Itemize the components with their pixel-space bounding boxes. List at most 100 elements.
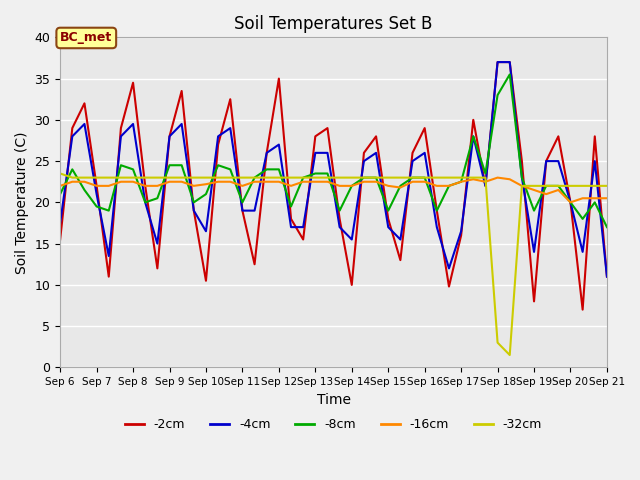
-32cm [518,183,525,189]
-2cm [372,133,380,139]
-8cm [554,183,562,189]
-4cm [397,237,404,242]
-32cm [214,175,222,180]
-16cm [202,181,210,187]
-32cm [493,340,501,346]
-4cm [178,121,186,127]
-4cm [324,150,332,156]
-4cm [433,224,441,230]
-2cm [469,117,477,123]
-32cm [360,175,368,180]
-16cm [360,179,368,185]
-2cm [324,125,332,131]
-16cm [300,179,307,185]
-4cm [542,158,550,164]
-8cm [421,175,429,180]
-32cm [141,175,149,180]
-32cm [312,175,319,180]
-4cm [591,158,598,164]
-2cm [178,88,186,94]
-4cm [300,224,307,230]
-8cm [154,195,161,201]
-8cm [129,167,137,172]
-32cm [433,175,441,180]
-32cm [348,175,356,180]
-4cm [421,150,429,156]
-2cm [493,59,501,65]
-8cm [239,200,246,205]
-16cm [227,179,234,185]
-32cm [275,175,283,180]
Line: -16cm: -16cm [60,178,607,203]
X-axis label: Time: Time [317,393,351,407]
-16cm [566,200,574,205]
-4cm [154,241,161,247]
-32cm [579,183,586,189]
-8cm [409,175,417,180]
-16cm [214,179,222,185]
-32cm [385,175,392,180]
-16cm [141,183,149,189]
-4cm [348,237,356,242]
-32cm [372,175,380,180]
-2cm [385,216,392,222]
-4cm [129,121,137,127]
-2cm [129,80,137,85]
-2cm [542,158,550,164]
Title: Soil Temperatures Set B: Soil Temperatures Set B [234,15,433,33]
-16cm [68,179,76,185]
-8cm [324,170,332,176]
-16cm [603,195,611,201]
-4cm [190,208,198,214]
-4cm [336,224,344,230]
-2cm [300,237,307,242]
-4cm [360,158,368,164]
-16cm [506,176,513,182]
-16cm [458,179,465,185]
-32cm [93,175,100,180]
-32cm [591,183,598,189]
-32cm [603,183,611,189]
-8cm [542,183,550,189]
-16cm [385,183,392,189]
-32cm [445,175,453,180]
-32cm [251,175,259,180]
-32cm [129,175,137,180]
-16cm [421,179,429,185]
-4cm [93,191,100,197]
Legend: -2cm, -4cm, -8cm, -16cm, -32cm: -2cm, -4cm, -8cm, -16cm, -32cm [120,413,547,436]
-16cm [190,183,198,189]
-32cm [324,175,332,180]
-16cm [93,183,100,189]
-32cm [239,175,246,180]
-16cm [105,183,113,189]
-32cm [190,175,198,180]
-16cm [554,187,562,193]
Text: BC_met: BC_met [60,32,113,45]
-2cm [287,216,295,222]
Line: -4cm: -4cm [60,62,607,276]
-8cm [117,162,125,168]
-32cm [81,175,88,180]
-32cm [166,175,173,180]
-8cm [348,183,356,189]
-2cm [579,307,586,312]
-8cm [275,167,283,172]
-2cm [445,284,453,289]
-32cm [481,175,489,180]
-4cm [275,142,283,147]
-32cm [154,175,161,180]
-2cm [458,232,465,238]
-8cm [312,170,319,176]
-8cm [579,216,586,222]
-32cm [68,175,76,180]
-2cm [117,125,125,131]
-16cm [324,179,332,185]
-2cm [141,183,149,189]
-2cm [481,183,489,189]
-8cm [372,175,380,180]
-4cm [141,200,149,205]
-2cm [56,237,64,242]
-4cm [312,150,319,156]
-4cm [566,200,574,205]
